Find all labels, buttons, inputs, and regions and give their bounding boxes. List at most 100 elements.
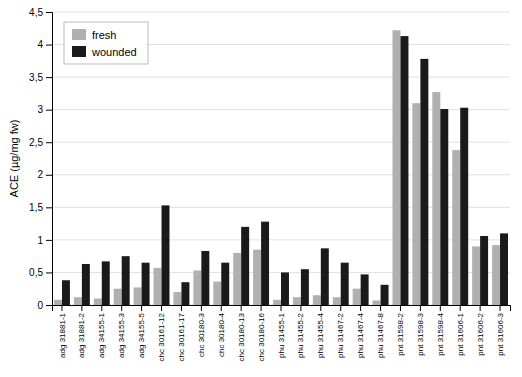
bar	[221, 263, 229, 305]
bar	[281, 272, 289, 305]
x-tick: adg 34155-1	[97, 305, 106, 358]
x-tick-label: phu 31467-4	[356, 312, 365, 357]
bar	[400, 36, 408, 305]
bar	[261, 222, 269, 305]
x-tick-mark	[241, 305, 242, 311]
grid-line	[52, 12, 510, 13]
bar	[82, 264, 90, 305]
y-tick-label: 0	[37, 300, 43, 311]
x-tick-mark	[281, 305, 282, 311]
x-tick: phu 31467-4	[356, 305, 365, 358]
x-tick-mark	[181, 305, 182, 311]
x-tick: phu 31455-1	[277, 305, 286, 358]
bar	[142, 263, 150, 305]
bar-series	[62, 36, 508, 305]
bar	[301, 269, 309, 305]
x-tick-label: pnt 31606-2	[476, 312, 485, 355]
x-tick-mark	[480, 305, 481, 311]
y-tick: 0	[37, 300, 52, 311]
y-tick: 1	[37, 235, 52, 246]
bar	[273, 300, 281, 305]
legend-item: fresh	[72, 29, 116, 41]
x-tick-mark	[440, 305, 441, 311]
x-tick-label: adg 31881-1	[58, 312, 67, 357]
y-tick-label: 1,5	[29, 202, 43, 213]
y-tick: 2	[37, 169, 52, 180]
x-tick-label: chc 30161-12	[157, 312, 166, 361]
y-tick: 2,5	[29, 137, 52, 148]
plot: 00,511,522,533,544,5adg 31881-1adg 31881…	[29, 7, 510, 362]
bar	[173, 292, 181, 305]
x-tick-mark	[340, 305, 341, 311]
y-tick-label: 1	[37, 235, 43, 246]
bar	[114, 289, 122, 305]
x-tick-label: adg 34155-3	[117, 312, 126, 357]
x-tick-mark	[81, 305, 82, 311]
legend-item: wounded	[72, 46, 137, 58]
bar	[492, 245, 500, 305]
x-tick-mark	[300, 305, 301, 311]
x-tick: chc 30161-12	[157, 305, 166, 361]
bar	[381, 285, 389, 305]
x-tick: chc 30180-16	[257, 305, 266, 361]
x-tick-mark	[261, 305, 262, 311]
bar	[94, 298, 102, 305]
bar	[420, 59, 428, 305]
y-tick-label: 0,5	[29, 267, 43, 278]
grid	[52, 12, 510, 305]
x-tick-mark	[400, 305, 401, 311]
bar	[361, 274, 369, 305]
x-tick-mark	[500, 305, 501, 311]
bars	[54, 30, 508, 305]
bar	[122, 256, 130, 305]
x-tick-mark	[460, 305, 461, 311]
y-tick: 4,5	[29, 7, 52, 18]
bar	[253, 250, 261, 305]
bar	[412, 103, 420, 305]
x-tick-label: phu 31455-1	[277, 312, 286, 357]
x-tick-mark	[320, 305, 321, 311]
y-tick: 1,5	[29, 202, 52, 213]
x-tick: phu 31455-2	[296, 305, 305, 358]
y-tick-label: 3	[37, 104, 43, 115]
y-tick-mark	[46, 240, 52, 241]
x-tick: adg 31881-1	[58, 305, 67, 358]
bar	[54, 300, 62, 305]
x-tick-label: phu 31455-2	[296, 312, 305, 357]
y-tick: 4	[37, 39, 52, 50]
x-tick-label: adg 34155-5	[137, 312, 146, 357]
y-tick: 3	[37, 104, 52, 115]
x-tick: adg 34155-5	[137, 305, 146, 358]
bar	[134, 287, 142, 305]
bar	[341, 263, 349, 305]
bar	[373, 300, 381, 305]
bar	[472, 246, 480, 305]
x-axis-line	[53, 306, 511, 312]
x-tick: phu 31467-8	[376, 305, 385, 358]
x-tick-label: pnt 31606-1	[456, 312, 465, 355]
x-tick: chc 30180-4	[217, 305, 226, 357]
bar	[74, 297, 82, 305]
x-tick-label: phu 31467-2	[336, 312, 345, 357]
bar	[102, 261, 110, 305]
x-tick-label: chc 30180-16	[257, 312, 266, 361]
y-tick-mark	[46, 12, 52, 13]
bar	[193, 270, 201, 305]
chart: 00,511,522,533,544,5adg 31881-1adg 31881…	[0, 0, 522, 377]
x-tick: chc 30161-17	[177, 305, 186, 361]
bar	[213, 282, 221, 305]
x-tick: pnt 31606-3	[496, 305, 505, 356]
bar	[440, 109, 448, 305]
x-tick-label: pnt 31598-3	[416, 312, 425, 355]
y-tick-mark	[46, 305, 52, 306]
y-axis-title: ACE (µg/mg fw)	[8, 120, 20, 198]
x-tick: adg 34155-3	[117, 305, 126, 358]
bar-series	[54, 30, 500, 305]
bar	[321, 248, 329, 305]
bar	[480, 236, 488, 305]
x-axis: adg 31881-1adg 31881-2adg 34155-1adg 341…	[53, 305, 511, 361]
x-tick-mark	[360, 305, 361, 311]
bar	[162, 205, 170, 305]
grid-line	[52, 77, 510, 78]
x-tick-label: pnt 31598-4	[436, 312, 445, 355]
